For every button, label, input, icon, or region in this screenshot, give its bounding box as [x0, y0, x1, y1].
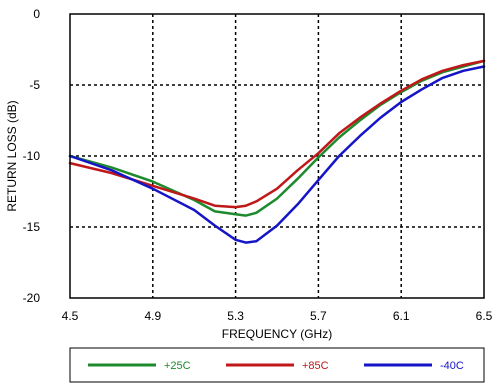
x-axis-title: FREQUENCY (GHz) — [222, 327, 332, 341]
x-tick-labels: 4.5 4.9 5.3 5.7 6.1 6.5 — [62, 309, 493, 323]
x-tick-label: 6.5 — [476, 309, 493, 323]
y-tick-label: -15 — [23, 220, 41, 234]
legend-box — [69, 347, 485, 383]
legend: +25C +85C -40C — [88, 360, 464, 372]
grid — [70, 14, 484, 298]
legend-label: -40C — [440, 360, 464, 372]
series-line-85cc — [68, 59, 486, 209]
y-tick-label: -10 — [23, 149, 41, 163]
x-tick-label: 4.9 — [144, 309, 161, 323]
x-tick-label: 5.7 — [310, 309, 327, 323]
x-tick-label: 5.3 — [227, 309, 244, 323]
y-axis-title: RETURN LOSS (dB) — [5, 100, 19, 211]
y-tick-label: -5 — [29, 78, 40, 92]
legend-label: +25C — [164, 360, 191, 372]
x-tick-label: 4.5 — [62, 309, 79, 323]
y-tick-label: 0 — [33, 7, 40, 21]
series-line-40cc — [68, 65, 486, 244]
x-tick-label: 6.1 — [393, 309, 410, 323]
y-tick-label: -20 — [23, 291, 41, 305]
series-line-25cc — [68, 59, 486, 217]
series-layer — [68, 59, 486, 244]
legend-label: +85C — [302, 360, 329, 372]
plot-frame — [69, 13, 485, 299]
y-tick-labels: 0 -5 -10 -15 -20 — [23, 7, 41, 305]
